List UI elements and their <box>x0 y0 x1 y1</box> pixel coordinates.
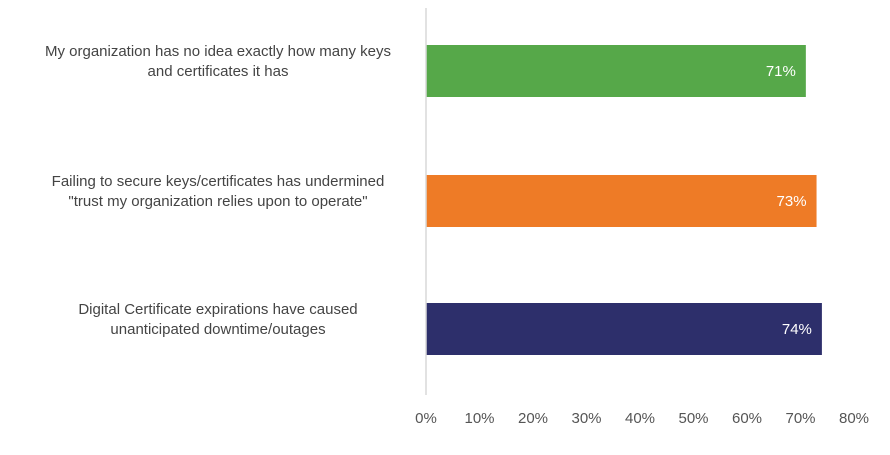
x-tick-label-60: 60% <box>732 410 762 427</box>
x-tick-label-20: 20% <box>518 410 548 427</box>
x-tick-label-0: 0% <box>415 410 437 427</box>
x-axis-tick-labels: 0% 10% 20% 30% 40% 50% 60% 70% 80% <box>415 410 869 427</box>
category-label-1-line-1: My organization has no idea exactly how … <box>45 43 391 60</box>
bar-3 <box>426 303 822 355</box>
x-tick-label-70: 70% <box>785 410 815 427</box>
category-label-3-line-1: Digital Certificate expirations have cau… <box>78 301 357 318</box>
bar-1 <box>426 45 806 97</box>
x-tick-label-30: 30% <box>571 410 601 427</box>
x-tick-label-80: 80% <box>839 410 869 427</box>
category-label-1: My organization has no idea exactly how … <box>45 43 391 80</box>
category-label-3: Digital Certificate expirations have cau… <box>78 301 357 338</box>
x-tick-label-10: 10% <box>464 410 494 427</box>
category-labels: My organization has no idea exactly how … <box>45 43 391 338</box>
value-label-3: 74% <box>782 321 812 338</box>
bar-2 <box>426 175 817 227</box>
category-label-1-line-2: and certificates it has <box>148 63 289 80</box>
value-label-2: 73% <box>777 193 807 210</box>
value-label-1: 71% <box>766 63 796 80</box>
bars-layer <box>426 45 822 355</box>
x-tick-label-40: 40% <box>625 410 655 427</box>
x-tick-label-50: 50% <box>678 410 708 427</box>
category-label-3-line-2: unanticipated downtime/outages <box>110 321 325 338</box>
category-label-2: Failing to secure keys/certificates has … <box>52 173 385 210</box>
value-labels: 71% 73% 74% <box>766 63 812 338</box>
category-label-2-line-1: Failing to secure keys/certificates has … <box>52 173 385 190</box>
category-label-2-line-2: "trust my organization relies upon to op… <box>68 193 367 210</box>
